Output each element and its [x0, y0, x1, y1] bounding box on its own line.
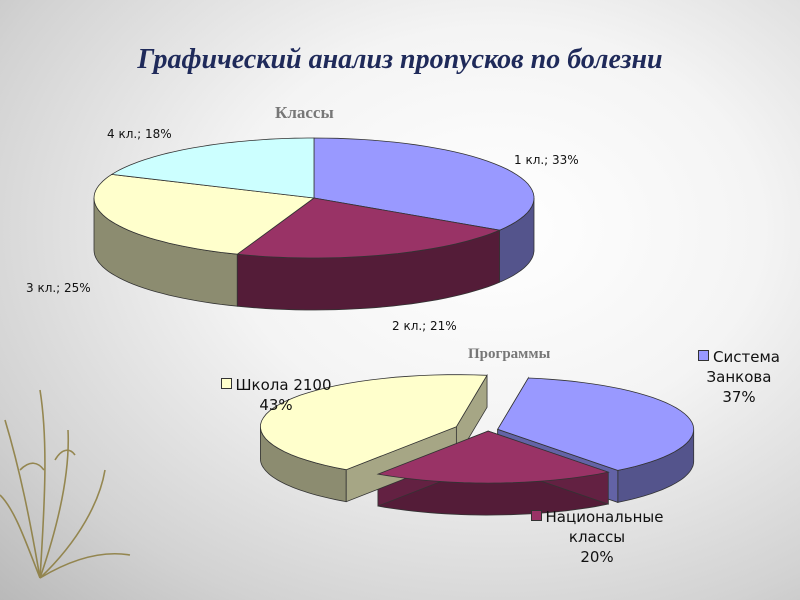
legend-text-zankov-1: Система — [713, 348, 780, 366]
legend-text-national-1: Национальные — [545, 508, 664, 526]
pie-slice-0 — [497, 377, 695, 471]
pie-slice-1 — [236, 197, 502, 259]
legend-text-zankov-2: Занкова — [706, 368, 772, 386]
legend-text-national-3: 20% — [580, 548, 614, 566]
legend-text-national-2: классы — [568, 528, 626, 546]
legend-text-school2100-1: Школа 2100 — [235, 376, 332, 394]
data-label-grade2: 2 кл.; 21% — [392, 319, 457, 333]
pie-slice-2 — [260, 374, 488, 471]
data-label-grade1: 1 кл.; 33% — [514, 153, 579, 167]
legend-swatch-national — [530, 510, 542, 521]
legend-swatch-school2100 — [220, 378, 232, 389]
legend-text-school2100-2: 43% — [259, 396, 293, 414]
slide-title: Графический анализ пропусков по болезни — [137, 44, 663, 75]
legend-text-zankov-3: 37% — [722, 388, 756, 406]
legend-label-zankov: Система Занкова 37% — [684, 347, 794, 407]
decorative-grass — [0, 389, 131, 579]
data-label-grade3: 3 кл.; 25% — [26, 281, 91, 295]
chart-title-classes: Классы — [275, 103, 334, 122]
data-label-grade4: 4 кл.; 18% — [107, 127, 172, 141]
pie-slice-3 — [110, 137, 315, 199]
pie-slice-2 — [93, 173, 316, 255]
legend-label-national: Национальные классы 20% — [502, 507, 692, 567]
pie-chart-classes — [93, 137, 535, 311]
pie-chart-programs — [260, 373, 695, 516]
legend-swatch-zankov — [698, 350, 710, 361]
pie-slice-1 — [376, 430, 610, 484]
legend-label-school2100: Школа 2100 43% — [196, 375, 356, 415]
chart-title-programs: Программы — [468, 346, 551, 362]
